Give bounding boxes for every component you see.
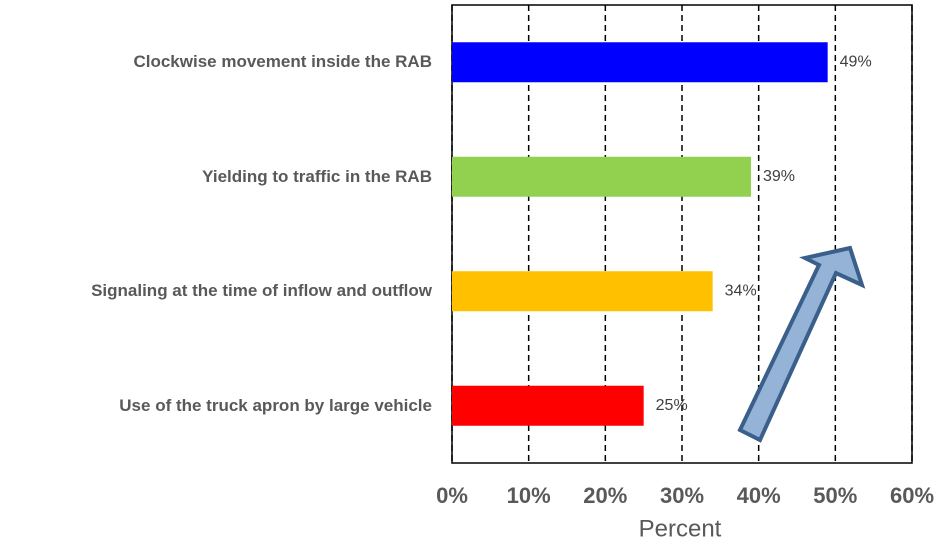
bar: [452, 271, 713, 312]
bar: [452, 42, 828, 83]
x-tick-label: 50%: [813, 483, 857, 508]
x-tick-label: 60%: [890, 483, 934, 508]
plot-frame: [451, 4, 913, 464]
value-label: 39%: [763, 168, 795, 185]
y-tick-label: Clockwise movement inside the RAB: [133, 52, 432, 72]
value-label: 49%: [840, 53, 872, 70]
y-tick-label: Signaling at the time of inflow and outf…: [91, 281, 432, 301]
y-tick-label: Use of the truck apron by large vehicle: [119, 395, 432, 415]
y-tick-label: Yielding to traffic in the RAB: [202, 166, 432, 186]
x-axis-label: Percent: [639, 515, 722, 542]
value-label: 25%: [656, 397, 688, 414]
trend-arrow: [737, 245, 866, 443]
x-tick-label: 20%: [583, 483, 627, 508]
bar: [452, 156, 751, 197]
value-label: 34%: [725, 282, 757, 299]
x-tick-label: 40%: [737, 483, 781, 508]
x-tick-label: 10%: [507, 483, 551, 508]
bar: [452, 385, 644, 426]
x-tick-label: 0%: [436, 483, 468, 508]
x-tick-label: 30%: [660, 483, 704, 508]
